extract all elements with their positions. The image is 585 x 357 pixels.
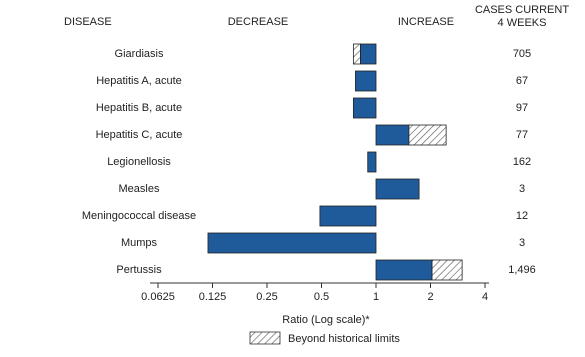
category-label: Legionellosis xyxy=(107,156,171,168)
legend-swatch xyxy=(249,331,281,345)
cases-header: 4 WEEKS xyxy=(498,17,547,29)
category-label: Pertussis xyxy=(116,264,162,276)
category-label: Hepatitis B, acute xyxy=(96,102,182,114)
x-tick-label: 0.25 xyxy=(256,291,277,303)
x-tick-label: 0.125 xyxy=(199,291,227,303)
cases-value: 162 xyxy=(513,156,531,168)
bar xyxy=(359,43,377,65)
bar-beyond-limit xyxy=(352,43,361,65)
category-label: Giardiasis xyxy=(115,48,164,60)
cases-value: 3 xyxy=(519,183,525,195)
x-tick-label: 0.5 xyxy=(314,291,329,303)
cases-value: 705 xyxy=(513,48,531,60)
cases-value: 12 xyxy=(516,210,528,222)
bar xyxy=(207,232,377,254)
x-tick-label: 2 xyxy=(427,291,433,303)
bar-beyond-limit xyxy=(408,124,447,146)
bar xyxy=(352,97,377,119)
cases-header: CASES CURRENT xyxy=(475,4,569,16)
cases-value: 77 xyxy=(516,129,528,141)
cases-value: 3 xyxy=(519,237,525,249)
bar xyxy=(355,70,377,92)
bar xyxy=(375,178,420,200)
disease-header: DISEASE xyxy=(64,16,112,28)
x-tick-label: 1 xyxy=(373,291,379,303)
bar xyxy=(375,124,410,146)
category-label: Measles xyxy=(119,183,160,195)
category-label: Hepatitis A, acute xyxy=(96,75,182,87)
legend-label: Beyond historical limits xyxy=(288,333,400,345)
x-tick-label: 0.0625 xyxy=(141,291,175,303)
bar xyxy=(375,259,433,281)
category-label: Meningococcal disease xyxy=(82,210,196,222)
x-axis-label: Ratio (Log scale)* xyxy=(282,314,370,326)
bar-beyond-limit xyxy=(431,259,463,281)
cases-value: 67 xyxy=(516,75,528,87)
decrease-label: DECREASE xyxy=(228,16,289,28)
increase-label: INCREASE xyxy=(398,16,454,28)
x-tick-label: 4 xyxy=(482,291,488,303)
category-label: Hepatitis C, acute xyxy=(96,129,183,141)
bar xyxy=(319,205,377,227)
category-label: Mumps xyxy=(121,237,158,249)
cases-value: 1,496 xyxy=(508,264,536,276)
cases-value: 97 xyxy=(516,102,528,114)
bar xyxy=(367,151,377,173)
